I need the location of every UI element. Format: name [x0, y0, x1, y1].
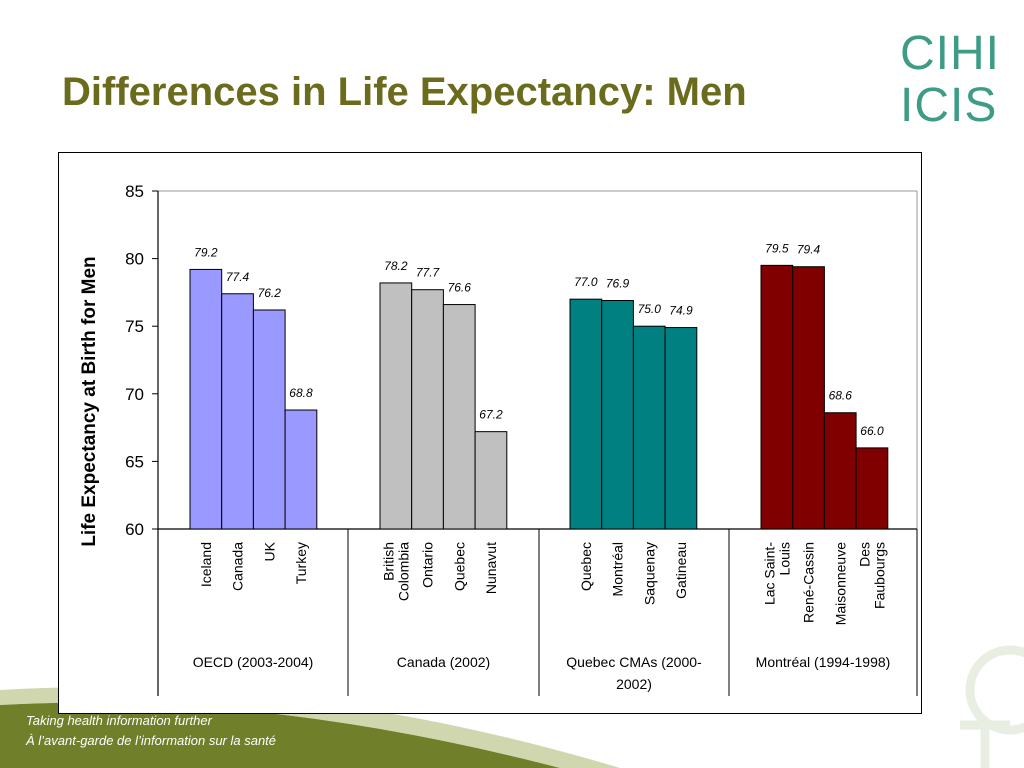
category-label: Canada	[230, 542, 246, 591]
slide-title: Differences in Life Expectancy: Men	[62, 70, 747, 114]
category-label: Quebec	[451, 542, 467, 591]
bar-maisonneuve	[823, 412, 857, 530]
bar-des-faubourgs	[855, 447, 889, 530]
bar-quebec	[442, 304, 476, 530]
bar-gatineau	[664, 327, 698, 530]
data-label: 79.5	[765, 241, 789, 255]
bar-saquenay	[632, 325, 666, 530]
category-label: René-Cassin	[801, 542, 817, 623]
group-label: 2002)	[616, 676, 652, 692]
category-label: Gatineau	[673, 542, 689, 599]
y-tick-label: 70	[125, 385, 144, 404]
category-label: Quebec	[578, 542, 594, 591]
data-label: 79.4	[797, 243, 821, 257]
y-tick-label: 80	[125, 250, 144, 269]
bar-uk	[252, 309, 286, 530]
chart-layer: 60 65 70 75 80 85 Life Expectancy at Birth for…	[79, 182, 918, 696]
data-label: 76.6	[448, 281, 472, 295]
bar-lac-saint-louis	[760, 264, 794, 530]
bar-quebec	[569, 298, 603, 530]
category-label: Louis	[776, 542, 792, 575]
y-tick-label: 60	[125, 520, 144, 539]
bar-nunavut	[474, 431, 508, 530]
logo-bracket-icon	[960, 720, 1010, 768]
data-label: 76.9	[606, 277, 630, 291]
category-label: Saquenay	[641, 542, 657, 605]
group-label: Montréal (1994-1998)	[756, 654, 891, 670]
category-label: Faubourgs	[871, 542, 887, 609]
bar-turkey	[284, 409, 318, 530]
footer-band	[0, 702, 560, 768]
logo-arc-icon	[965, 645, 1024, 735]
tagline-english: Taking health information further	[26, 713, 212, 728]
category-label: British	[380, 542, 396, 581]
tagline-french: À l’avant-garde de l’information sur la …	[26, 733, 277, 748]
data-label: 77.4	[226, 270, 250, 284]
cihi-logo: CIHI ICIS	[900, 28, 1000, 132]
category-label: Nunavut	[483, 542, 499, 594]
data-label: 74.9	[669, 304, 693, 318]
bar-montr-al	[601, 300, 634, 530]
category-label: Turkey	[293, 542, 309, 584]
group-label: Quebec CMAs (2000-	[566, 654, 702, 670]
data-label: 68.6	[829, 389, 853, 403]
bar-british-colombia	[379, 282, 413, 530]
category-label: Iceland	[198, 542, 214, 587]
bar-canada	[221, 293, 254, 530]
bar-ren-cassin	[792, 266, 825, 530]
data-label: 78.2	[384, 259, 408, 273]
category-label: UK	[261, 541, 277, 561]
group-label: Canada (2002)	[397, 654, 490, 670]
category-label: Maisonneuve	[832, 542, 848, 625]
y-tick-label: 75	[125, 317, 144, 336]
data-label: 67.2	[479, 408, 503, 422]
data-label: 79.2	[194, 245, 218, 259]
data-label: 77.0	[574, 275, 598, 289]
bar-chart: 60 65 70 75 80 85 Life Expectancy at Birth for…	[79, 182, 918, 696]
category-label: Ontario	[420, 542, 436, 588]
data-label: 66.0	[860, 424, 884, 438]
data-label: 77.7	[416, 266, 441, 280]
y-tick-label: 65	[125, 452, 144, 471]
data-label: 68.8	[289, 386, 313, 400]
data-label: 76.2	[258, 286, 282, 300]
category-label: Colombia	[395, 542, 411, 601]
logo-line-icis: ICIS	[900, 79, 998, 132]
y-axis-title: Life Expectancy at Birth for Men	[79, 256, 100, 546]
y-tick-label: 85	[125, 182, 144, 201]
group-label: OECD (2003-2004)	[193, 654, 314, 670]
logo-line-cihi: CIHI	[900, 27, 1000, 80]
bar-ontario	[411, 289, 444, 530]
chart-frame: 60 65 70 75 80 85 Life Expectancy at Birth for…	[58, 152, 922, 714]
category-label: Lac Saint-	[761, 542, 777, 605]
data-label: 75.0	[638, 302, 662, 316]
category-label: Des	[856, 542, 872, 567]
category-label: Montréal	[610, 542, 626, 596]
bar-iceland	[189, 268, 223, 530]
